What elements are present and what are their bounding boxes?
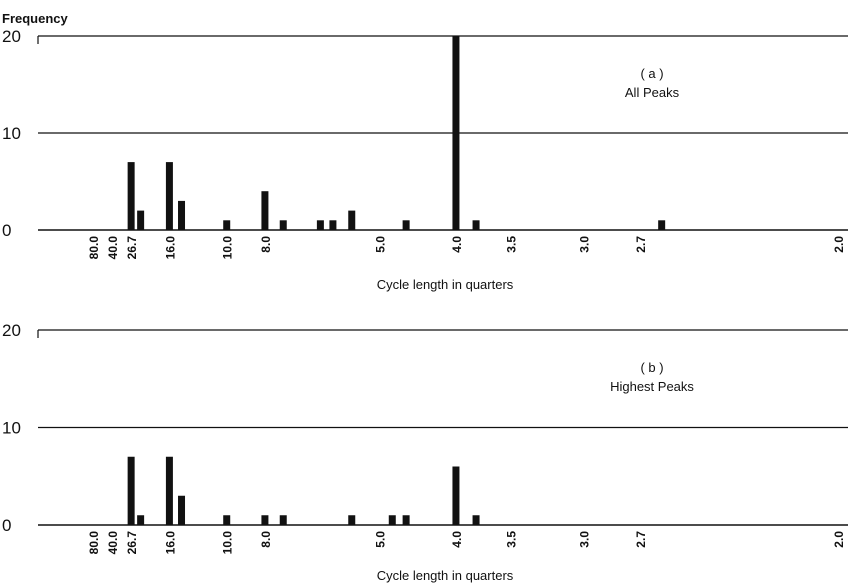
x-tick-label: 26.7 <box>125 531 139 555</box>
x-tick-label: 4.0 <box>450 531 464 548</box>
bar <box>178 200 186 230</box>
chart-panel-b: 0 10 20 80.0 40.0 26.7 16.0 10.0 8.0 5.0 4.0 3.5 3.0… <box>2 321 848 583</box>
y-tick-label: 10 <box>2 419 21 438</box>
bar <box>472 515 480 525</box>
x-tick-label: 40.0 <box>106 236 120 260</box>
bar <box>261 191 269 230</box>
bar <box>388 515 396 525</box>
x-tick-label: 4.0 <box>450 236 464 253</box>
x-tick-label: 2.7 <box>634 236 648 253</box>
y-tick-label: 10 <box>2 124 21 143</box>
bar <box>223 515 231 525</box>
x-tick-label: 2.7 <box>634 531 648 548</box>
panel-label: ( a ) <box>640 66 663 81</box>
x-tick-label: 5.0 <box>374 531 388 548</box>
bar <box>127 456 135 525</box>
bar <box>279 220 287 230</box>
bar <box>165 456 173 525</box>
bar <box>178 495 186 525</box>
bar <box>402 515 410 525</box>
x-tick-label: 3.5 <box>505 236 519 253</box>
chart-panel-a: 0 10 20 80.0 40.0 26.7 16.0 10.0 8.0 5.0 4.0 3.5 3.0… <box>2 27 848 292</box>
bar <box>658 220 666 230</box>
x-tick-label: 8.0 <box>259 531 273 548</box>
x-tick-label: 2.0 <box>832 531 846 548</box>
bar <box>348 515 356 525</box>
x-tick-label: 3.0 <box>577 236 591 253</box>
x-tick-label: 10.0 <box>221 531 235 555</box>
bar <box>223 220 231 230</box>
bar <box>261 515 269 525</box>
x-tick-label: 16.0 <box>163 236 177 260</box>
bar <box>137 210 145 230</box>
panel-title: Highest Peaks <box>610 379 694 394</box>
x-tick-label: 3.0 <box>577 531 591 548</box>
x-tick-label: 3.5 <box>505 531 519 548</box>
bar <box>127 162 135 230</box>
bar <box>329 220 337 230</box>
y-tick-label: 20 <box>2 321 21 340</box>
bar <box>279 515 287 525</box>
panel-title: All Peaks <box>625 85 680 100</box>
y-axis-label-frequency: Frequency <box>2 11 69 26</box>
bar <box>472 220 480 230</box>
bar <box>452 466 460 525</box>
x-tick-label: 10.0 <box>221 236 235 260</box>
bar <box>402 220 410 230</box>
x-tick-label: 40.0 <box>106 531 120 555</box>
x-tick-label: 2.0 <box>832 236 846 253</box>
x-axis-label: Cycle length in quarters <box>377 568 514 583</box>
bar <box>316 220 324 230</box>
y-tick-label: 0 <box>2 516 11 535</box>
x-tick-label: 5.0 <box>374 236 388 253</box>
x-tick-label: 80.0 <box>87 531 101 555</box>
y-tick-label: 0 <box>2 221 11 240</box>
bar <box>348 210 356 230</box>
x-tick-label: 26.7 <box>125 236 139 260</box>
x-axis-label: Cycle length in quarters <box>377 277 514 292</box>
y-tick-label: 20 <box>2 27 21 46</box>
x-tick-label: 16.0 <box>163 531 177 555</box>
bar <box>452 36 460 230</box>
panel-label: ( b ) <box>640 360 663 375</box>
x-tick-label: 8.0 <box>259 236 273 253</box>
bar <box>165 162 173 230</box>
bar <box>137 515 145 525</box>
x-tick-label: 80.0 <box>87 236 101 260</box>
